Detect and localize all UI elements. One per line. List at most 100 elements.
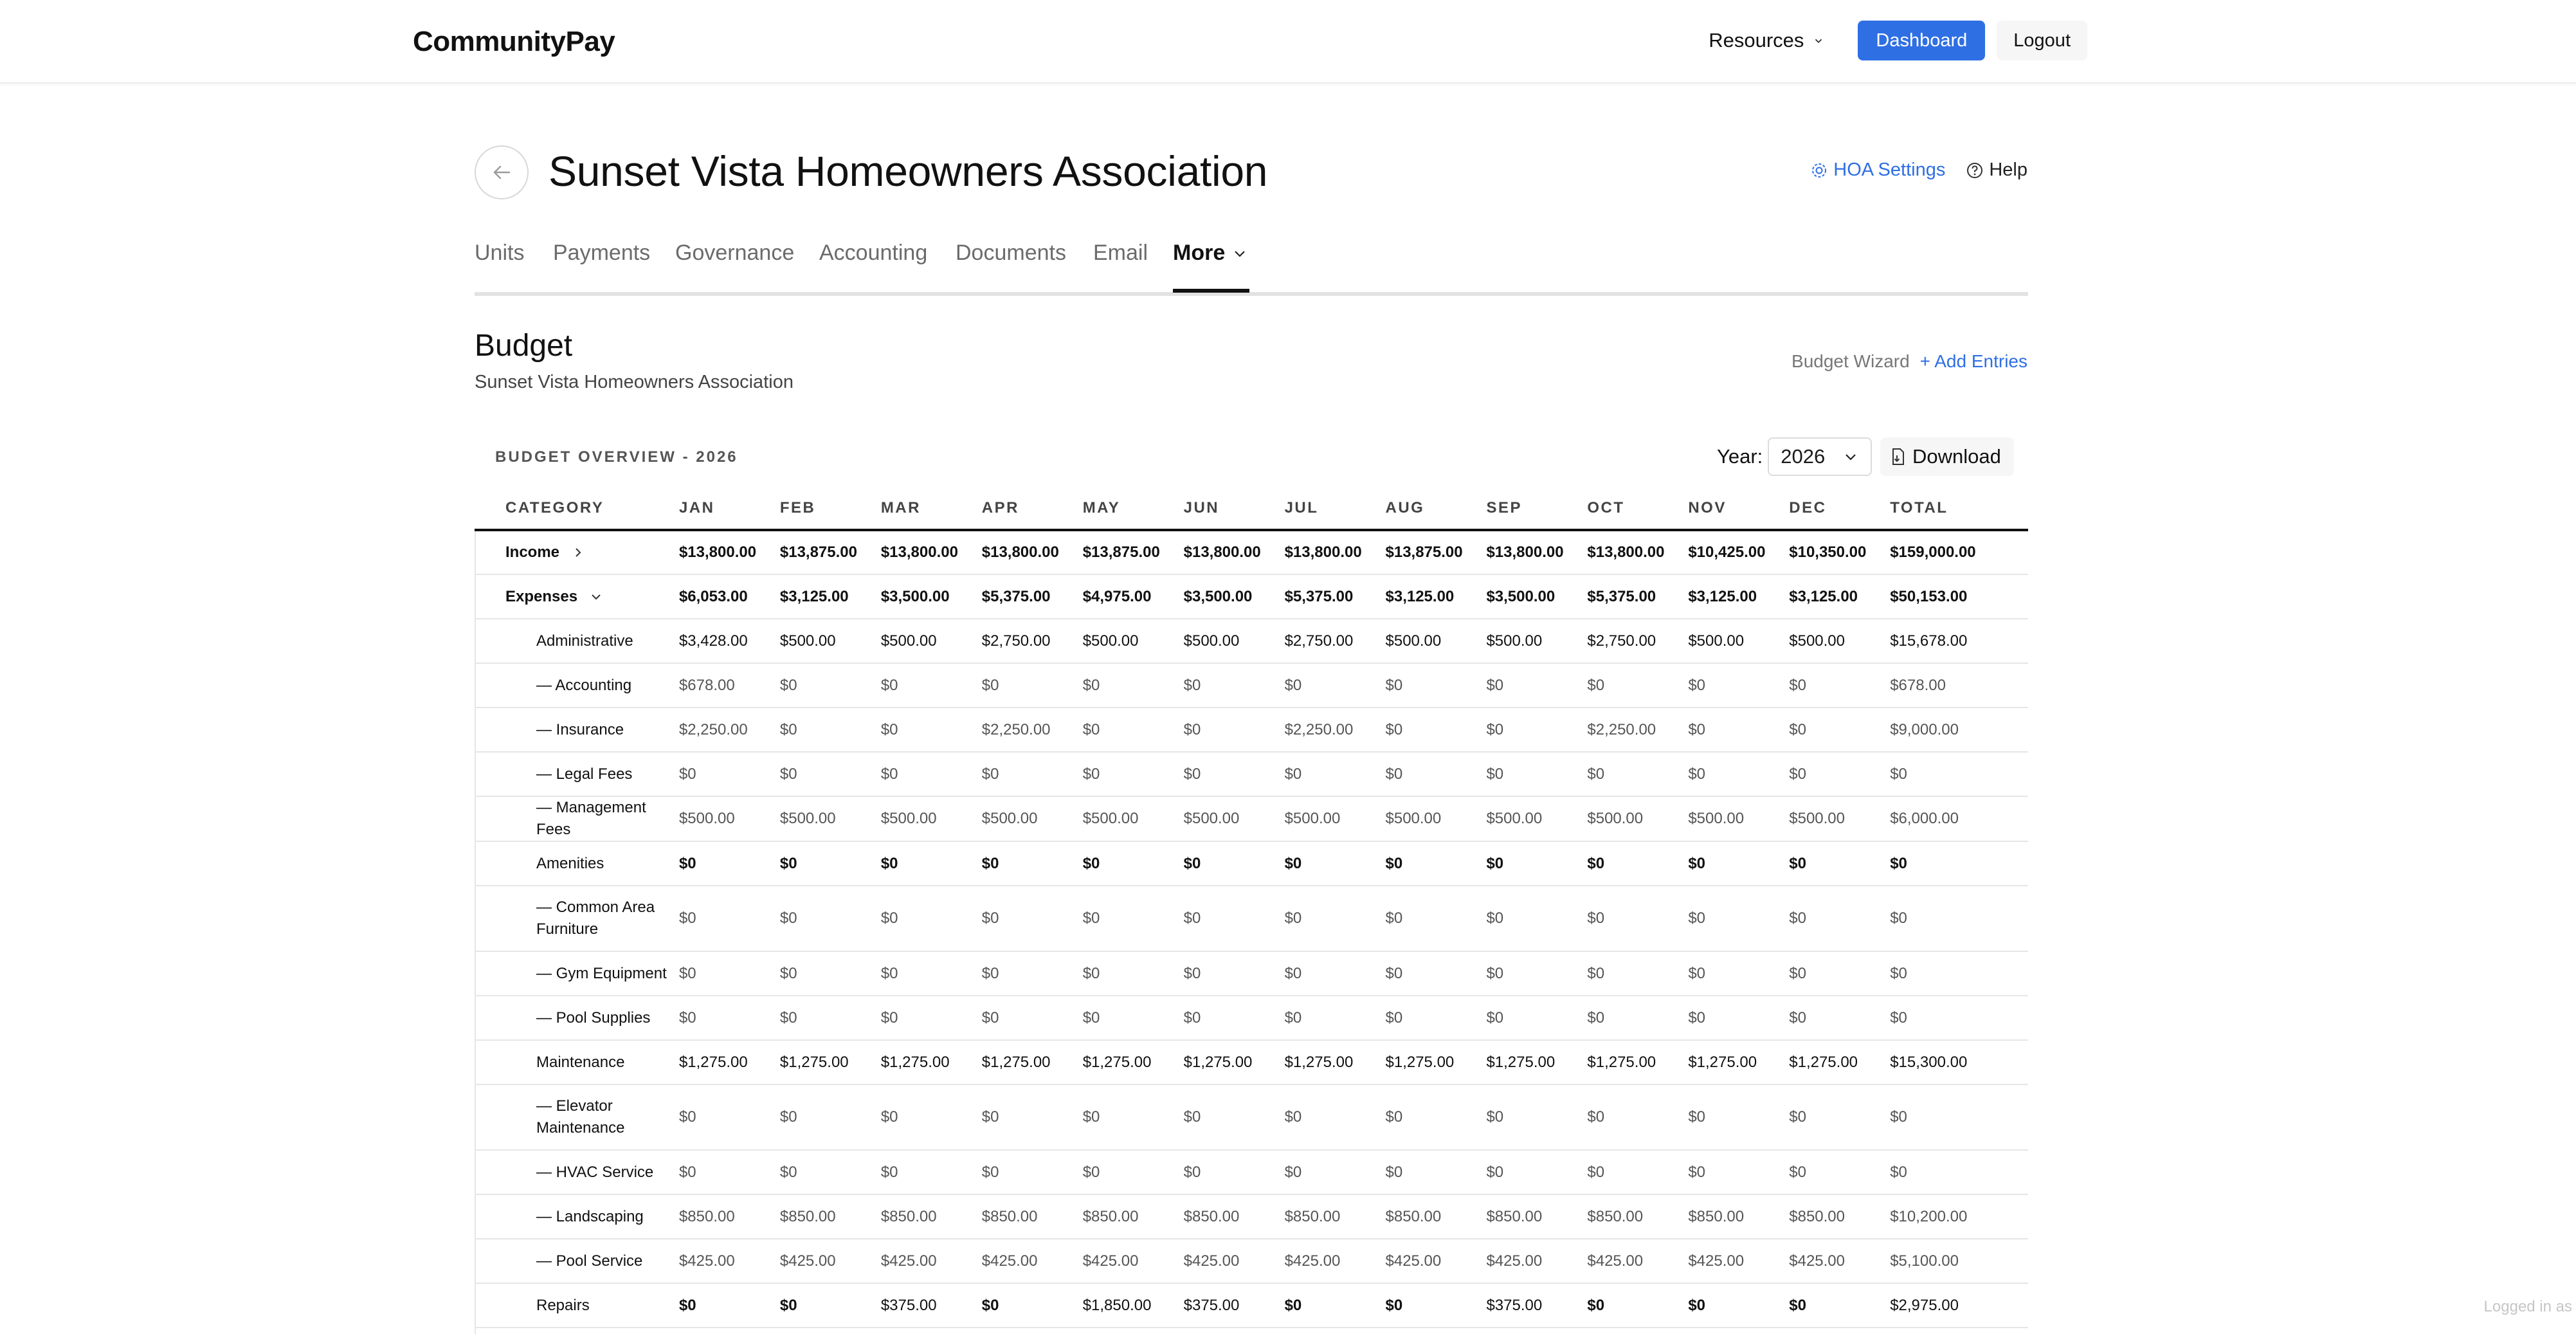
category-cell: Administrative: [475, 619, 679, 664]
total-cell: $15,300.00: [1890, 1040, 2028, 1085]
table-row: Repairs $0 $0 $375.00 $0 $1,850.00 $375.00 $0 $0…: [475, 1283, 2028, 1328]
month-value-cell: $1,275.00: [1587, 1040, 1689, 1085]
table-row[interactable]: Expenses $6,053.00 $3,125.00 $3,500.00 $5,37…: [475, 574, 2028, 619]
month-value-cell: $0: [981, 951, 1083, 996]
add-entries-link[interactable]: + Add Entries: [1919, 351, 2027, 371]
month-value-cell: $0: [1587, 663, 1689, 708]
month-value-cell: $2,250.00: [678, 708, 780, 753]
table-row[interactable]: Income $13,800.00 $13,875.00 $13,800.00 $13,…: [475, 530, 2028, 575]
logged-in-status: Logged in as: [2483, 1298, 2572, 1315]
month-value-cell: $0: [1183, 663, 1285, 708]
category-cell: Maintenance: [475, 1040, 679, 1085]
month-value-cell: $1,275.00: [880, 1040, 982, 1085]
month-value-cell: $2,750.00: [981, 619, 1083, 664]
month-value-cell: $500.00: [981, 796, 1083, 842]
column-header-jun: JUN: [1183, 488, 1285, 531]
column-header-mar: MAR: [880, 488, 982, 531]
month-value-cell: $500.00: [1587, 796, 1689, 842]
month-value-cell: $0: [981, 996, 1083, 1041]
month-value-cell: $1,275.00: [1284, 1040, 1386, 1085]
month-value-cell: $375.00: [880, 1283, 982, 1328]
brand-logo[interactable]: CommunityPay: [413, 26, 615, 57]
month-value-cell: $1,275.00: [1385, 1040, 1487, 1085]
month-value-cell: $500.00: [1789, 796, 1891, 842]
download-button[interactable]: Download: [1880, 437, 2014, 476]
total-cell: $50,153.00: [1890, 574, 2028, 619]
dashboard-button[interactable]: Dashboard: [1858, 21, 1986, 60]
back-button[interactable]: [475, 145, 529, 199]
month-value-cell: $0: [1789, 841, 1891, 886]
category-cell: — Gym Equipment: [475, 951, 679, 996]
month-value-cell: $850.00: [1183, 1194, 1285, 1239]
month-value-cell: $2,750.00: [1587, 619, 1689, 664]
chevron-down-icon: [592, 594, 601, 599]
month-value-cell: $0: [678, 752, 780, 797]
column-header-jan: JAN: [678, 488, 780, 531]
month-value-cell: $0: [1789, 1283, 1891, 1328]
month-value-cell: $500.00: [1486, 796, 1588, 842]
year-picker: Year: 2026: [1717, 437, 1873, 476]
month-value-cell: $0: [981, 1084, 1083, 1151]
month-value-cell: $0: [1688, 1084, 1790, 1151]
total-cell: $0: [1890, 886, 2028, 952]
budget-actions: Budget Wizard + Add Entries: [1791, 351, 2027, 372]
category-cell: Repairs: [475, 1283, 679, 1328]
category-cell[interactable]: Expenses: [475, 574, 679, 619]
month-value-cell: $0: [1385, 663, 1487, 708]
month-value-cell: $0: [1183, 708, 1285, 753]
budget-wizard-link[interactable]: Budget Wizard: [1791, 351, 1910, 371]
tab-more[interactable]: More: [1173, 241, 1249, 266]
resources-menu[interactable]: Resources: [1709, 29, 1824, 52]
column-header-feb: FEB: [779, 488, 881, 531]
month-value-cell: $3,125.00: [1688, 574, 1790, 619]
year-select[interactable]: 2026: [1768, 437, 1873, 476]
category-toggle[interactable]: Expenses: [505, 588, 679, 606]
month-value-cell: $850.00: [779, 1194, 881, 1239]
month-value-cell: $0: [1587, 886, 1689, 952]
month-value-cell: $0: [1183, 996, 1285, 1041]
year-value: 2026: [1781, 445, 1826, 468]
month-value-cell: $0: [1688, 951, 1790, 996]
tab-governance[interactable]: Governance: [675, 241, 795, 265]
logout-button[interactable]: Logout: [1997, 21, 2087, 60]
hoa-settings-link[interactable]: HOA Settings: [1810, 160, 1945, 181]
tab-accounting[interactable]: Accounting: [819, 241, 928, 265]
month-value-cell: $850.00: [678, 1194, 780, 1239]
total-cell: $0: [1890, 951, 2028, 996]
tab-documents[interactable]: Documents: [956, 241, 1066, 265]
month-value-cell: $5,375.00: [1284, 574, 1386, 619]
tab-payments[interactable]: Payments: [553, 241, 651, 265]
table-header-row: CATEGORY JAN FEB MAR APR MAY JUN JUL AUG SEP OCT NO…: [475, 488, 2028, 531]
month-value-cell: $0: [1688, 996, 1790, 1041]
month-value-cell: $425.00: [1486, 1239, 1588, 1284]
month-value-cell: $0: [1082, 752, 1184, 797]
month-value-cell: $0: [1385, 996, 1487, 1041]
category-toggle[interactable]: Income: [505, 544, 679, 562]
month-value-cell: $0: [1688, 752, 1790, 797]
month-value-cell: $425.00: [1385, 1239, 1487, 1284]
month-value-cell: $0: [1486, 1084, 1588, 1151]
month-value-cell: $0: [1284, 886, 1386, 952]
column-header-total: TOTAL: [1890, 488, 2028, 531]
month-value-cell: $0: [1284, 951, 1386, 996]
month-value-cell: $0: [1385, 1084, 1487, 1151]
month-value-cell: $0: [779, 951, 881, 996]
help-link[interactable]: Help: [1966, 160, 2027, 181]
month-value-cell: $500.00: [779, 619, 881, 664]
month-value-cell: $13,800.00: [981, 530, 1083, 575]
month-value-cell: $1,275.00: [981, 1040, 1083, 1085]
month-value-cell: $2,750.00: [1284, 619, 1386, 664]
month-value-cell: $500.00: [880, 796, 982, 842]
month-value-cell: $1,275.00: [678, 1040, 780, 1085]
category-cell[interactable]: Income: [475, 530, 679, 575]
tab-email[interactable]: Email: [1093, 241, 1148, 265]
column-header-apr: APR: [981, 488, 1083, 531]
tab-units[interactable]: Units: [475, 241, 525, 265]
month-value-cell: $0: [1789, 663, 1891, 708]
table-row: — Gym Equipment $0 $0 $0 $0 $0 $0 $0 $0 $0 $0 $0 $0 $…: [475, 951, 2028, 996]
month-value-cell: $0: [1284, 996, 1386, 1041]
month-value-cell: $0: [1789, 996, 1891, 1041]
active-tab-indicator: [1173, 289, 1249, 293]
month-value-cell: $13,875.00: [779, 530, 881, 575]
month-value-cell: $500.00: [1183, 796, 1285, 842]
